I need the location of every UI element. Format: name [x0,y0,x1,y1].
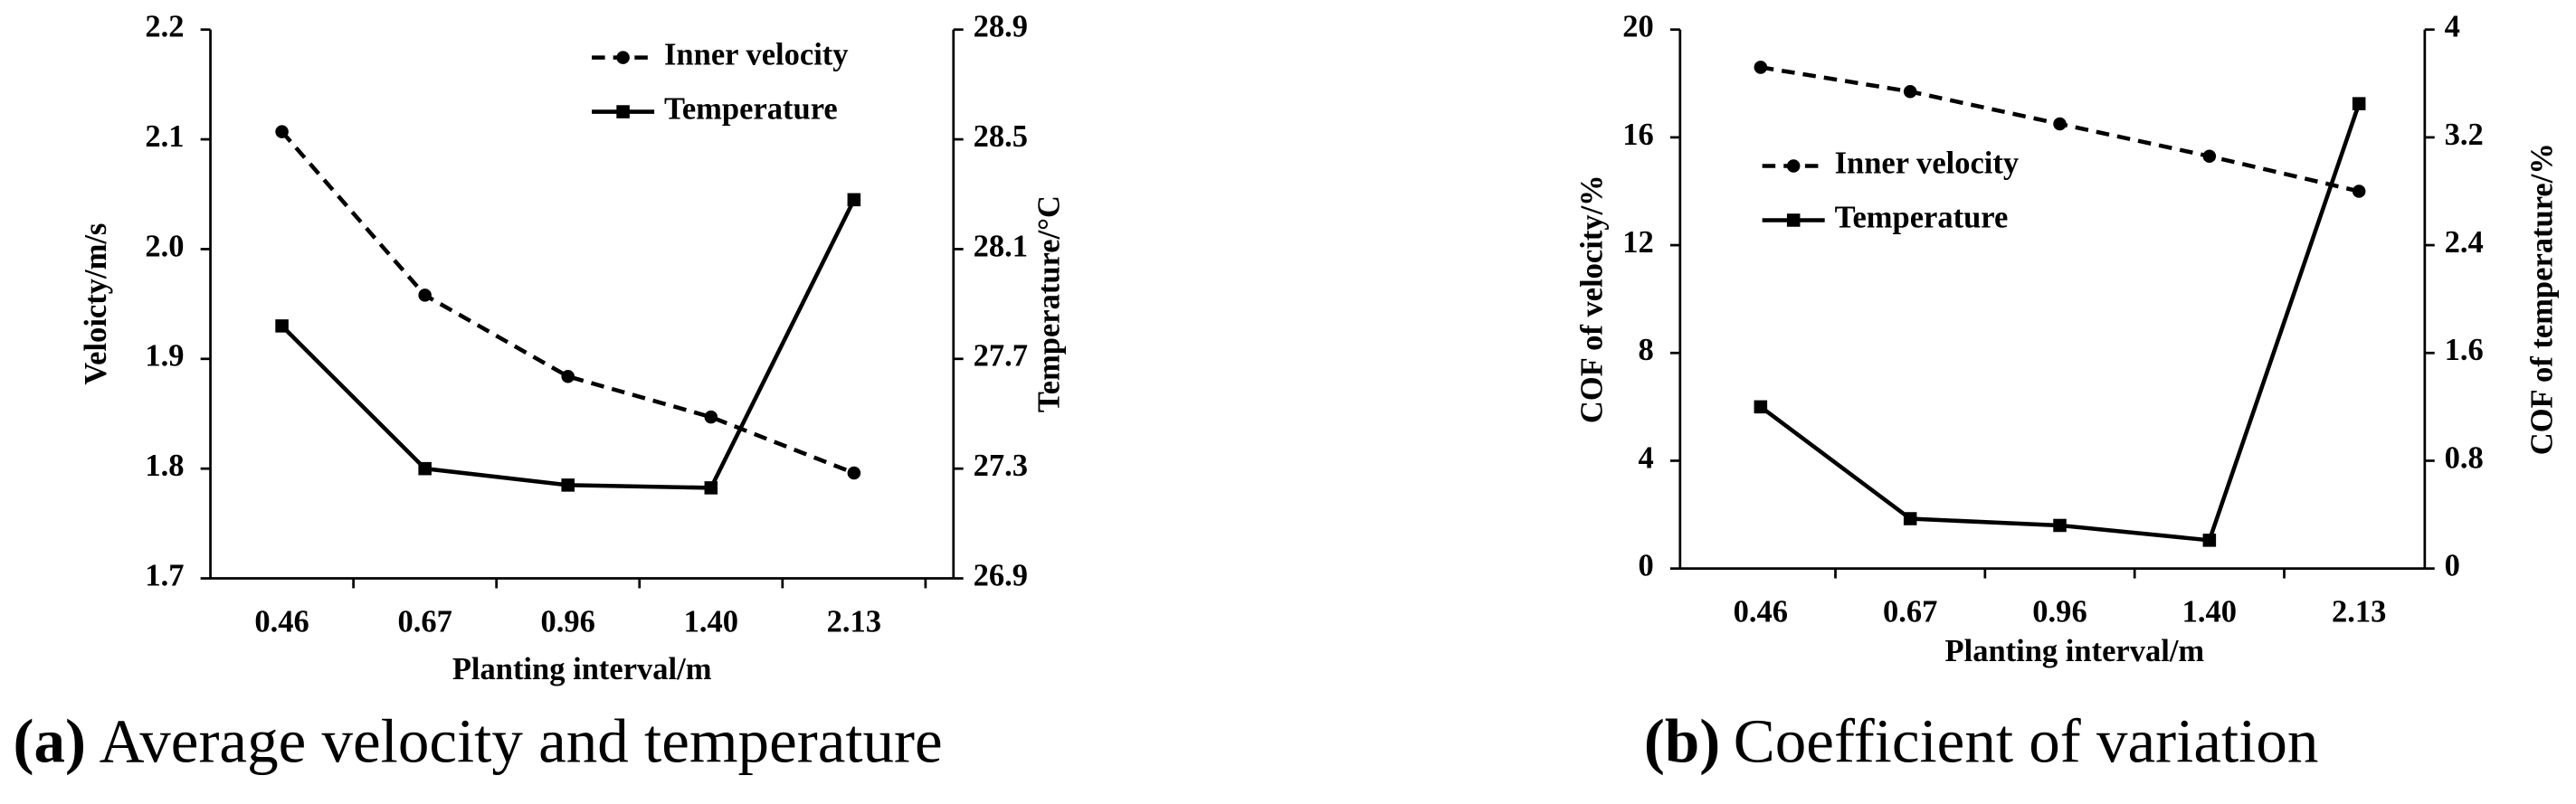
point [2053,518,2067,533]
x-tick-label: 0.67 [397,604,452,638]
x-tick-label: 1.40 [684,604,738,638]
y-tick-label: 12 [1622,225,1654,260]
point [2352,184,2366,198]
caption: (b) Coefficient of variation [1644,706,2319,776]
y-tick-label: 20 [1622,10,1654,44]
y2-tick-label: 0 [2445,549,2460,583]
y2-tick-label: 26.9 [974,558,1028,592]
point [2202,534,2217,547]
x-axis-title: Planting interval/m [452,652,712,686]
point [418,461,432,476]
legend-marker [1786,213,1801,227]
x-tick-label: 0.96 [2032,594,2086,629]
y2-axis-title: Temperature/°C [1032,195,1067,412]
x-tick-label: 0.96 [541,604,595,638]
y-tick-label: 8 [1638,333,1653,367]
caption-tag: (a) [14,706,87,776]
y-tick-label: 1.8 [145,449,184,483]
y2-tick-label: 3.2 [2445,118,2484,152]
y2-tick-label: 4 [2445,10,2460,44]
legend-marker [1786,159,1801,173]
point [1754,400,1768,414]
caption: (a) Average velocity and temperature [14,706,943,776]
y2-tick-label: 0.8 [2445,440,2484,475]
point [275,125,289,138]
y-tick-label: 1.7 [145,558,184,592]
point [704,410,718,424]
legend-label: Temperature [664,91,838,126]
legend-label: Temperature [1835,200,2009,234]
legend-label: Inner velocity [1835,146,2020,180]
point [1754,61,1768,74]
y-tick-label: 2.2 [145,10,184,44]
legend-marker [616,105,630,118]
y-tick-label: 16 [1622,118,1654,152]
legend-label: Inner velocity [664,38,849,72]
point [2202,149,2217,164]
point [704,481,718,495]
x-tick-label: 0.67 [1883,594,1937,629]
y2-tick-label: 28.9 [974,10,1028,44]
point [418,288,432,302]
point [2053,117,2067,131]
x-tick-label: 0.46 [254,604,309,638]
caption-tag: (b) [1644,706,1720,776]
point [1903,84,1917,99]
x-tick-label: 0.46 [1734,594,1788,629]
series-line [280,130,855,476]
x-axis-title: Planting interval/m [1945,634,2205,668]
caption-text: Coefficient of variation [1734,706,2319,776]
y-tick-label: 2.1 [145,119,184,154]
y2-tick-label: 28.5 [974,119,1028,154]
y-axis-title: COF of velocity/% [1574,175,1609,423]
y-tick-label: 1.9 [145,339,184,374]
y2-tick-label: 28.1 [974,229,1028,263]
point [847,193,861,207]
y-tick-label: 2.0 [145,229,184,263]
point [561,478,575,492]
y-axis-title: Veloicty/m/s [79,223,113,385]
x-tick-label: 1.40 [2182,594,2237,629]
caption-text: Average velocity and temperature [100,706,943,776]
point [847,466,861,480]
y-tick-label: 0 [1638,549,1653,583]
point [275,319,289,333]
x-tick-label: 2.13 [2332,594,2386,629]
y2-axis-title: COF of temperature/% [2524,143,2559,455]
y2-tick-label: 2.4 [2445,225,2484,260]
point [1903,512,1917,525]
legend-marker [616,51,630,64]
y2-tick-label: 27.3 [974,449,1028,483]
y2-tick-label: 1.6 [2445,333,2484,367]
point [561,369,575,383]
y-tick-label: 4 [1638,440,1653,475]
point [2352,97,2366,110]
series-line [280,198,856,490]
y2-tick-label: 27.7 [974,339,1028,374]
x-tick-label: 2.13 [827,604,881,638]
